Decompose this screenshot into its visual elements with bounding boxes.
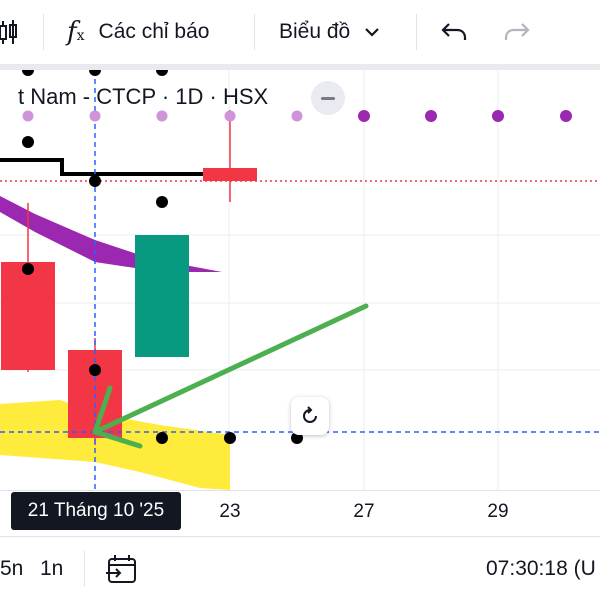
toolbar-separator	[416, 14, 417, 50]
toolbar-separator	[254, 14, 255, 50]
candlestick-icon[interactable]	[0, 0, 22, 64]
black-dots	[22, 70, 303, 444]
redo-button[interactable]	[503, 0, 531, 64]
bottom-bar: 5n 1n 07:30:18 (U	[0, 536, 600, 600]
chart-menu-button[interactable]: Biểu đồ	[279, 0, 380, 64]
chart-canvas[interactable]	[0, 70, 600, 490]
yellow-band	[0, 400, 230, 490]
candle-body-down	[1, 262, 55, 370]
clock-timezone-button[interactable]: 07:30:18 (U	[486, 557, 596, 580]
bottom-separator	[84, 551, 85, 587]
fx-icon: fx	[67, 17, 85, 47]
toolbar-separator	[43, 14, 44, 50]
time-tick: 27	[353, 501, 375, 522]
toolbar-divider	[0, 64, 600, 70]
pale-purple-dots	[22, 110, 303, 122]
calendar-range-icon	[106, 555, 136, 583]
reset-icon	[303, 406, 317, 423]
reset-chart-button[interactable]	[291, 397, 329, 435]
undo-icon	[441, 23, 467, 40]
crosshair-date-label: 21 Tháng 10 '25	[11, 492, 181, 530]
undo-button[interactable]	[440, 0, 468, 64]
interval-5m-button[interactable]: 5n	[0, 557, 24, 580]
interval-1m-button[interactable]: 1n	[40, 557, 64, 580]
chart-menu-label: Biểu đồ	[279, 20, 351, 43]
candle-body-down	[203, 168, 257, 181]
indicators-label: Các chỉ báo	[98, 20, 210, 43]
symbol-legend[interactable]: t Nam - CTCP · 1D · HSX	[18, 84, 269, 109]
redo-icon	[504, 23, 530, 40]
indicators-button[interactable]: fx Các chỉ báo	[67, 0, 209, 64]
top-toolbar: fx Các chỉ báo Biểu đồ	[0, 0, 600, 64]
time-tick: 29	[487, 501, 509, 522]
price-level-line	[0, 158, 230, 176]
minus-icon	[321, 96, 335, 100]
purple-dots	[358, 110, 572, 122]
drawing-arrow	[92, 303, 369, 449]
chevron-down-icon	[365, 28, 380, 37]
legend-collapse-button[interactable]	[311, 81, 345, 115]
time-tick: 23	[219, 501, 241, 522]
purple-band	[0, 196, 222, 272]
candle-body-up	[135, 235, 189, 357]
date-range-button[interactable]	[106, 537, 138, 600]
